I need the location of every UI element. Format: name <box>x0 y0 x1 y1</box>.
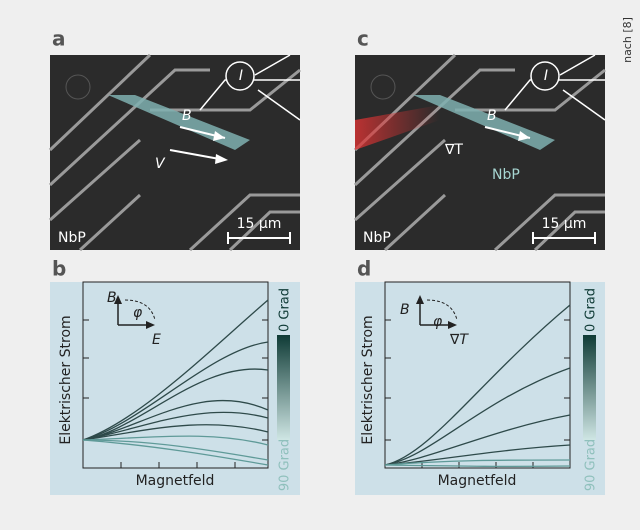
color-bottom: 90 Grad <box>278 439 293 491</box>
credit: nach [8] <box>621 17 634 63</box>
x-axis-label: Magnetfeld <box>438 473 517 489</box>
current-label: I <box>239 68 243 84</box>
inset-right: ∇T <box>449 332 469 348</box>
sample-label: NbP <box>58 230 86 246</box>
field-label: B <box>487 108 497 124</box>
inset-right: E <box>152 332 161 348</box>
color-top: 0 Grad <box>584 288 599 332</box>
plot <box>82 281 290 469</box>
voltage-label: V <box>155 156 166 172</box>
panel-label: a <box>52 27 66 51</box>
inset-up: B <box>107 290 117 306</box>
scale-label: 15 µm <box>542 216 587 232</box>
inset-angle: φ <box>133 305 143 321</box>
panel-label: d <box>357 257 371 281</box>
color-top: 0 Grad <box>278 288 293 332</box>
x-axis-label: Magnetfeld <box>136 473 215 489</box>
inset-up: B <box>400 302 410 318</box>
field-label: B <box>182 108 192 124</box>
panel-label: b <box>52 257 66 281</box>
y-axis-label: Elektrischer Strom <box>360 315 376 444</box>
plot <box>384 281 596 469</box>
inset-angle: φ <box>433 314 443 330</box>
panel-label: c <box>357 27 369 51</box>
y-axis-label: Elektrischer Strom <box>58 315 74 444</box>
sample-label: NbP <box>363 230 391 246</box>
micrograph <box>353 53 606 252</box>
gradient-label: ∇T <box>444 142 463 158</box>
current-label: I <box>544 68 548 84</box>
micrograph <box>48 53 301 252</box>
color-bottom: 90 Grad <box>584 439 599 491</box>
bar-label: NbP <box>492 167 520 183</box>
scale-label: 15 µm <box>237 216 282 232</box>
